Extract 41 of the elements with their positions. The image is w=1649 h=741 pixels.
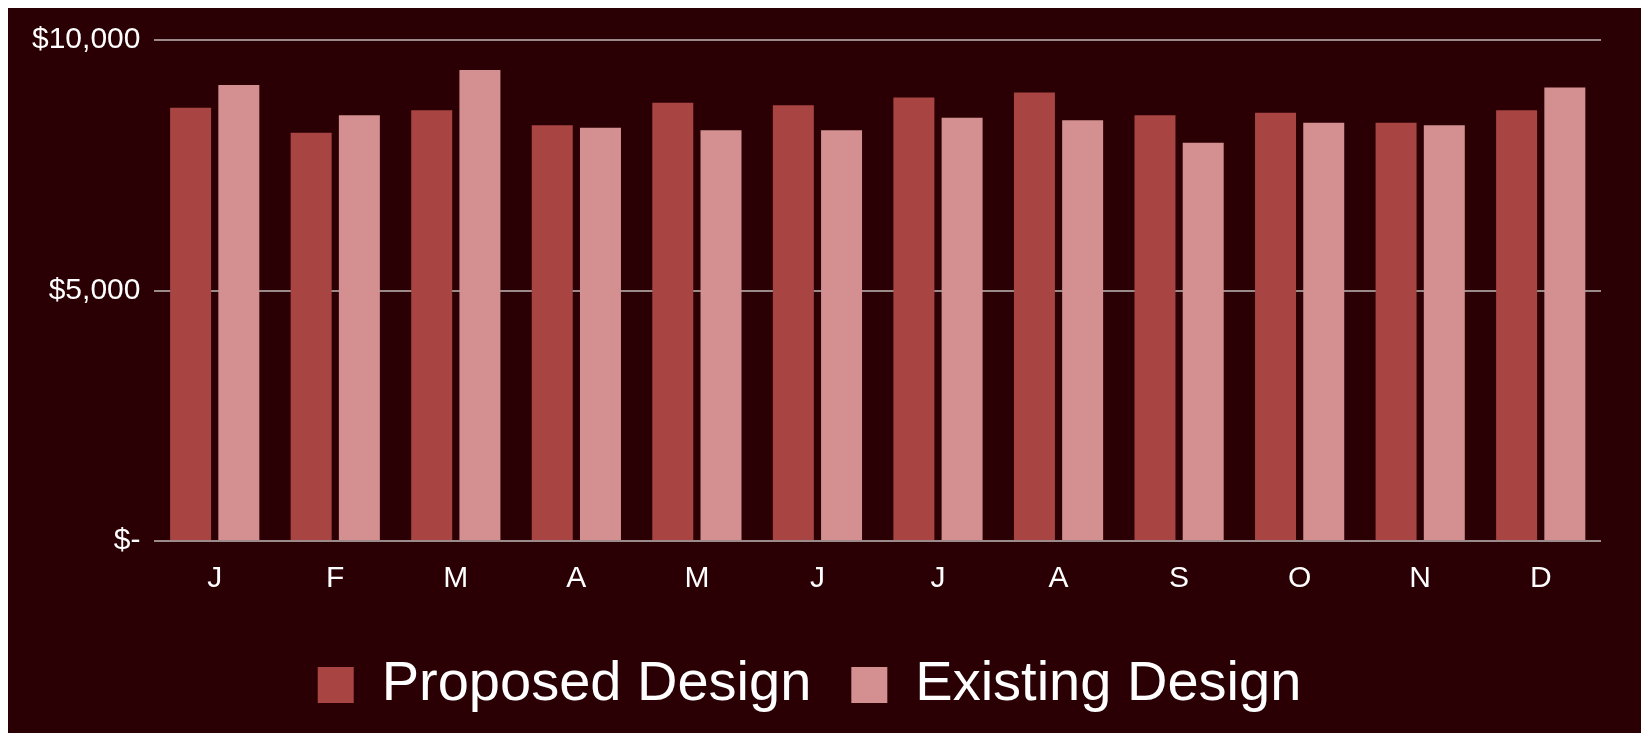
bar (459, 70, 501, 540)
bar (531, 125, 573, 540)
bar (218, 85, 260, 540)
x-tick-label: O (1287, 560, 1312, 594)
bar (893, 97, 935, 540)
bar (1303, 122, 1345, 540)
bar (1423, 125, 1465, 540)
bar (290, 132, 332, 540)
x-tick-label: A (1048, 560, 1069, 594)
bar (772, 105, 814, 540)
bar (338, 115, 380, 540)
bar (1255, 112, 1297, 540)
x-tick-label: J (207, 560, 223, 594)
bar (1062, 120, 1104, 540)
bar (1496, 110, 1538, 540)
bar (821, 130, 863, 540)
x-tick-label: M (443, 560, 469, 594)
bar (941, 117, 983, 540)
x-tick-label: M (684, 560, 710, 594)
bar (1375, 122, 1417, 540)
bar (1544, 87, 1586, 540)
bar (1013, 92, 1055, 540)
bar (1182, 142, 1224, 540)
x-tick-label: J (930, 560, 946, 594)
x-tick-label: S (1169, 560, 1190, 594)
bar (1134, 115, 1176, 540)
y-tick-label: $10,000 (31, 21, 141, 55)
legend-label: Proposed Design (381, 649, 812, 713)
x-tick-label: N (1409, 560, 1432, 594)
x-tick-label: F (326, 560, 345, 594)
x-tick-label: A (566, 560, 587, 594)
x-tick-label: J (809, 560, 825, 594)
bar (170, 107, 212, 540)
y-tick-label: $- (113, 522, 141, 556)
bar (411, 110, 453, 540)
x-tick-label: D (1529, 560, 1552, 594)
bar (652, 102, 694, 540)
legend-label: Existing Design (915, 649, 1302, 713)
bar (700, 130, 742, 540)
bar (579, 127, 621, 540)
y-tick-label: $5,000 (48, 271, 141, 305)
